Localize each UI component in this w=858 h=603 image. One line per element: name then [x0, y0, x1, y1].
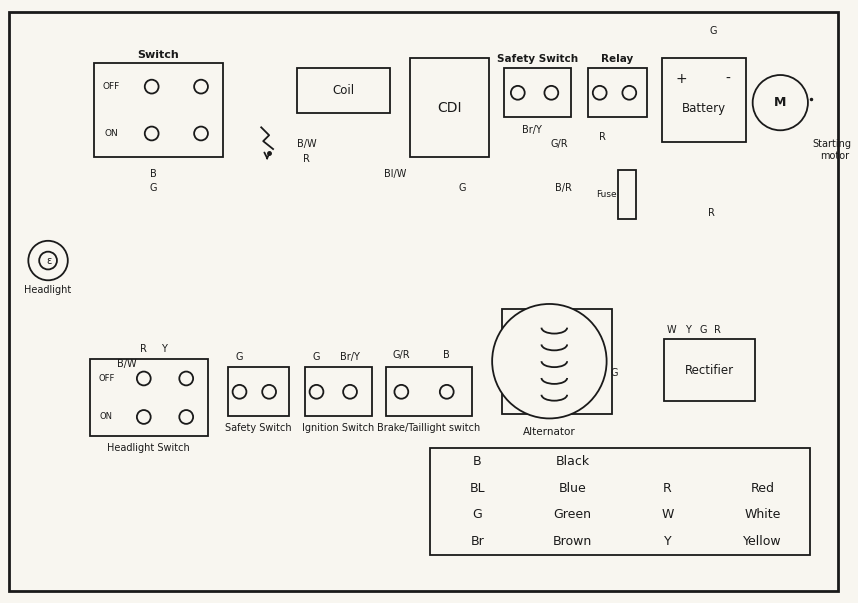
Text: Starting: Starting [813, 139, 852, 149]
Text: +: + [676, 72, 687, 86]
Text: BL: BL [469, 482, 486, 494]
Bar [227, 367, 289, 417]
Text: B: B [444, 350, 450, 360]
Bar [662, 58, 746, 142]
Text: Black: Black [555, 455, 589, 468]
Text: ε: ε [46, 256, 51, 265]
Circle shape [28, 241, 68, 280]
Text: G/R: G/R [550, 139, 568, 149]
Text: Safety Switch: Safety Switch [225, 423, 292, 434]
Text: G: G [312, 352, 320, 362]
Text: CDI: CDI [438, 101, 462, 115]
Text: Brake/Taillight switch: Brake/Taillight switch [378, 423, 480, 434]
Text: B: B [150, 169, 157, 178]
Text: G: G [699, 324, 707, 335]
Text: Br/Y: Br/Y [340, 352, 360, 362]
Text: G: G [150, 183, 157, 192]
Text: G: G [473, 508, 482, 521]
Bar [430, 448, 810, 555]
Text: ON: ON [105, 129, 118, 138]
Text: R: R [708, 208, 715, 218]
Text: Headlight: Headlight [24, 285, 72, 295]
Text: G/R: G/R [393, 350, 410, 360]
Text: Ignition Switch: Ignition Switch [302, 423, 374, 434]
Text: W: W [662, 508, 674, 521]
Text: Safety Switch: Safety Switch [497, 54, 578, 65]
Bar [94, 63, 223, 157]
Text: OFF: OFF [103, 82, 120, 91]
Text: R: R [599, 132, 606, 142]
Text: Y: Y [160, 344, 166, 355]
Text: Y: Y [663, 535, 671, 548]
Text: R: R [303, 154, 310, 164]
Text: G: G [236, 352, 244, 362]
Text: Br: Br [470, 535, 484, 548]
Text: R: R [663, 482, 672, 494]
Text: ON: ON [100, 412, 112, 421]
Text: Brown: Brown [553, 535, 592, 548]
Bar [89, 359, 208, 436]
Text: R: R [714, 324, 721, 335]
Text: G: G [611, 368, 619, 378]
Text: -: - [726, 72, 730, 86]
Text: White: White [744, 508, 781, 521]
Bar [588, 68, 647, 118]
Bar [664, 339, 755, 400]
Text: Fuse: Fuse [595, 190, 617, 199]
Text: Blue: Blue [559, 482, 586, 494]
Circle shape [492, 304, 607, 418]
Text: Coil: Coil [333, 84, 354, 97]
Text: Yellow: Yellow [743, 535, 782, 548]
Text: B/R: B/R [555, 183, 571, 192]
Text: OFF: OFF [98, 374, 114, 383]
Text: M: M [774, 96, 787, 109]
Text: Green: Green [553, 508, 591, 521]
Text: B/W: B/W [118, 359, 136, 369]
Text: G: G [710, 25, 717, 36]
Bar [502, 309, 612, 414]
Bar [305, 367, 372, 417]
Text: Br/Y: Br/Y [522, 125, 541, 135]
Text: Rectifier: Rectifier [685, 364, 734, 377]
Text: W: W [667, 324, 677, 335]
Text: Alternator: Alternator [523, 428, 576, 437]
Text: Red: Red [751, 482, 775, 494]
Text: Headlight Switch: Headlight Switch [107, 443, 190, 453]
Bar [619, 170, 637, 219]
Bar [410, 58, 489, 157]
Text: Battery: Battery [682, 102, 726, 115]
Bar [504, 68, 571, 118]
Text: Switch: Switch [138, 50, 179, 60]
Text: B/W: B/W [297, 139, 317, 149]
Bar [297, 68, 390, 113]
Text: G: G [459, 183, 466, 192]
Text: Y: Y [685, 324, 691, 335]
Text: motor: motor [819, 151, 849, 161]
Bar [385, 367, 473, 417]
Text: B: B [473, 455, 482, 468]
Text: Bl/W: Bl/W [384, 169, 407, 178]
Circle shape [752, 75, 808, 130]
Text: R: R [141, 344, 148, 355]
Text: Relay: Relay [601, 54, 633, 65]
